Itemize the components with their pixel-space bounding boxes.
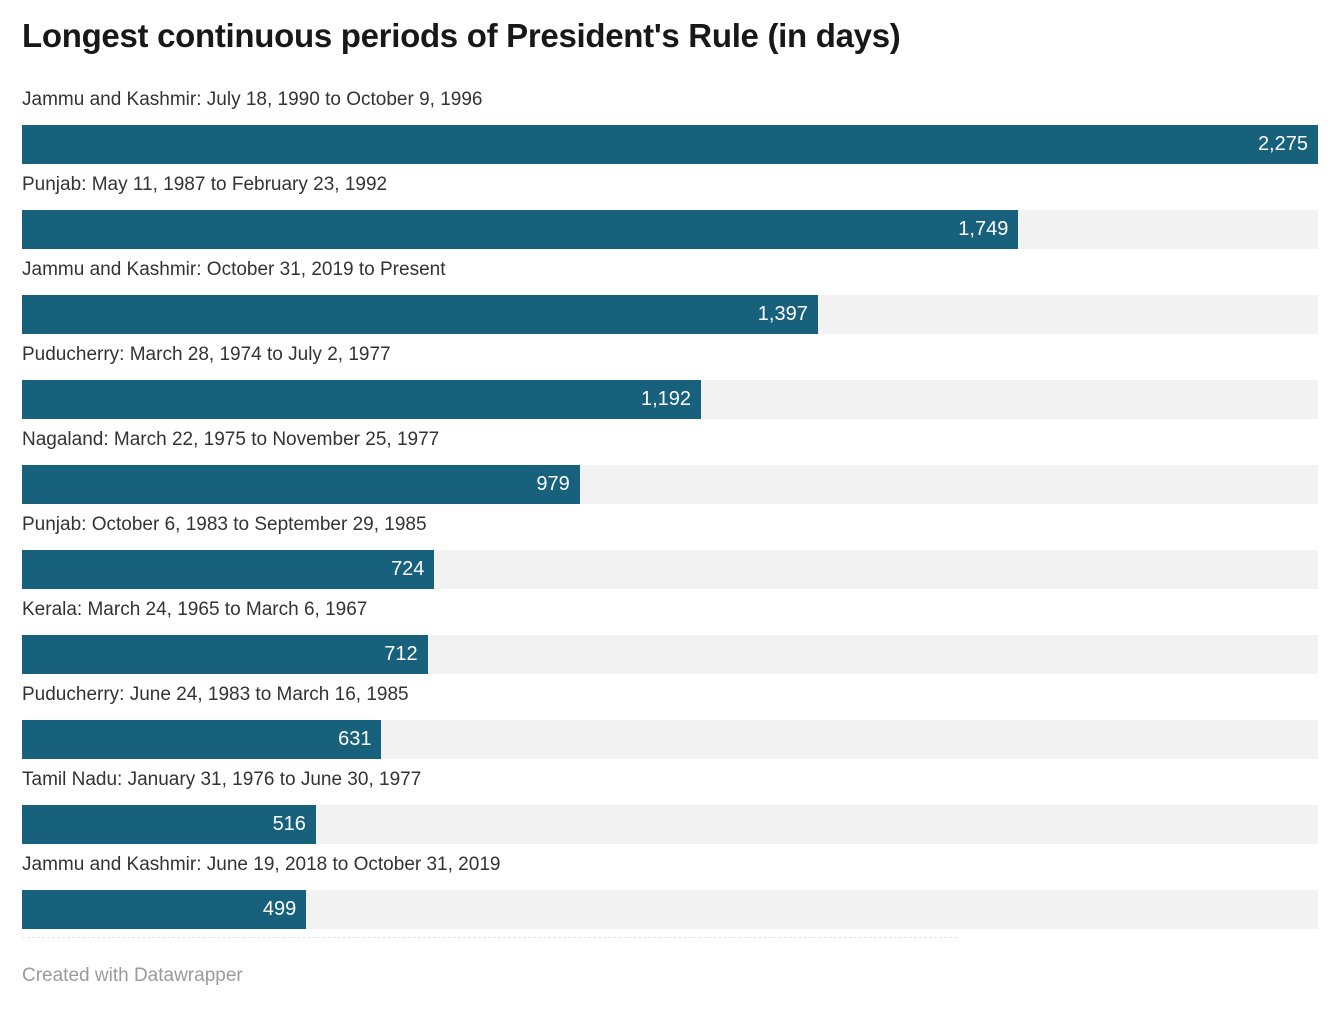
bar-row: Punjab: May 11, 1987 to February 23, 199…: [22, 171, 1318, 249]
bar-track: 516: [22, 805, 1318, 844]
bar-label: Puducherry: March 28, 1974 to July 2, 19…: [22, 344, 391, 365]
bar: 979: [22, 465, 580, 504]
bar-row: Jammu and Kashmir: June 19, 2018 to Octo…: [22, 851, 1318, 929]
bar-value-label: 1,192: [640, 388, 692, 410]
bar: 499: [22, 890, 307, 929]
bar-value-label: 1,397: [757, 303, 808, 325]
bar: 1,192: [22, 380, 702, 419]
bar-row: Jammu and Kashmir: July 18, 1990 to Octo…: [22, 86, 1318, 164]
bar-row: Tamil Nadu: January 31, 1976 to June 30,…: [22, 766, 1318, 844]
axis-baseline: [22, 937, 957, 938]
datawrapper-credit: Created with Datawrapper: [22, 965, 243, 986]
bar: 1,749: [22, 210, 1019, 249]
bar: 516: [22, 805, 316, 844]
bar-label: Punjab: May 11, 1987 to February 23, 199…: [22, 174, 388, 195]
bar-value-label: 631: [338, 728, 372, 750]
bar-label: Tamil Nadu: January 31, 1976 to June 30,…: [22, 769, 422, 790]
bar-value-label: 712: [384, 643, 418, 665]
bar-track: 1,749: [22, 210, 1318, 249]
bar-value-label: 516: [272, 813, 306, 835]
bar: 2,275: [22, 125, 1318, 164]
bar-track: 1,397: [22, 295, 1318, 334]
bar-value-label: 1,749: [958, 218, 1009, 240]
bar-track: 2,275: [22, 125, 1318, 164]
bar-track: 1,192: [22, 380, 1318, 419]
bar-value-label: 724: [391, 558, 425, 580]
bar-track: 712: [22, 635, 1318, 674]
bar-label: Jammu and Kashmir: July 18, 1990 to Octo…: [22, 89, 483, 110]
bar-row: Puducherry: March 28, 1974 to July 2, 19…: [22, 341, 1318, 419]
bar: 724: [22, 550, 435, 589]
bar-label: Jammu and Kashmir: June 19, 2018 to Octo…: [22, 854, 501, 875]
bar: 631: [22, 720, 382, 759]
bar-label: Nagaland: March 22, 1975 to November 25,…: [22, 429, 440, 450]
bar-row: Jammu and Kashmir: October 31, 2019 to P…: [22, 256, 1318, 334]
bar: 1,397: [22, 295, 818, 334]
bar-chart: Jammu and Kashmir: July 18, 1990 to Octo…: [22, 86, 1318, 929]
bar-track: 724: [22, 550, 1318, 589]
bar-track: 631: [22, 720, 1318, 759]
bar-track: 979: [22, 465, 1318, 504]
bar-row: Kerala: March 24, 1965 to March 6, 1967 7…: [22, 596, 1318, 674]
bar-value-label: 2,275: [1257, 133, 1308, 155]
bar-label: Puducherry: June 24, 1983 to March 16, 1…: [22, 684, 409, 705]
bar-row: Punjab: October 6, 1983 to September 29,…: [22, 511, 1318, 589]
bar-row: Puducherry: June 24, 1983 to March 16, 1…: [22, 681, 1318, 759]
bar-label: Jammu and Kashmir: October 31, 2019 to P…: [22, 259, 446, 280]
chart-title: Longest continuous periods of President'…: [22, 17, 901, 54]
bar-row: Nagaland: March 22, 1975 to November 25,…: [22, 426, 1318, 504]
bar-value-label: 979: [536, 473, 570, 495]
bar-label: Punjab: October 6, 1983 to September 29,…: [22, 514, 427, 535]
bar-track: 499: [22, 890, 1318, 929]
bar: 712: [22, 635, 428, 674]
bar-value-label: 499: [262, 898, 297, 920]
bar-label: Kerala: March 24, 1965 to March 6, 1967: [22, 599, 368, 620]
